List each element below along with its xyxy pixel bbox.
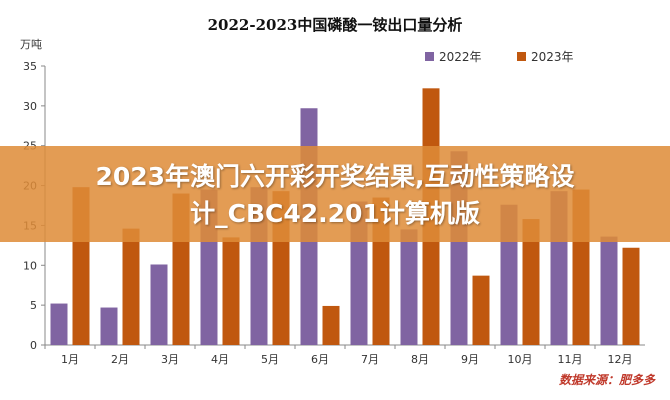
x-tick-label: 3月: [161, 353, 179, 366]
x-tick-label: 8月: [411, 353, 429, 366]
y-tick-label: 30: [23, 100, 37, 113]
bar-2022年-8月: [400, 229, 418, 345]
chart-title: 2022-2023中国磷酸一铵出口量分析: [208, 16, 463, 34]
legend-swatch: [425, 52, 434, 61]
x-tick-label: 9月: [461, 353, 479, 366]
x-tick-label: 1月: [61, 353, 79, 366]
y-tick-label: 5: [30, 299, 37, 312]
x-tick-label: 10月: [508, 353, 533, 366]
bar-2022年-3月: [150, 264, 168, 345]
bar-2023年-6月: [322, 305, 340, 345]
bar-2023年-9月: [472, 275, 490, 345]
x-tick-label: 6月: [311, 353, 329, 366]
legend: 2022年 2023年: [425, 50, 574, 64]
y-tick-label: 35: [23, 60, 37, 73]
bar-2023年-10月: [522, 219, 540, 345]
x-tick-label: 4月: [211, 353, 229, 366]
y-axis-unit: 万吨: [20, 38, 42, 51]
bar-2023年-12月: [622, 247, 640, 345]
legend-label: 2022年: [439, 50, 482, 64]
x-axis: 1月 2月 3月 4月 5月 6月 7月 8月 9月 10月 11月 12月: [44, 344, 645, 366]
y-tick-label: 0: [30, 339, 37, 352]
x-tick-label: 7月: [361, 353, 379, 366]
overlay-line-2: 计_CBC42.201计算机版: [190, 199, 480, 228]
x-tick-label: 2月: [111, 353, 129, 366]
overlay-text: 2023年澳门六开彩开奖结果,互动性策略设 计_CBC42.201计算机版: [0, 158, 670, 232]
bar-2023年-4月: [222, 237, 240, 345]
x-tick-label: 11月: [558, 353, 583, 366]
source-note: 数据来源：肥多多: [559, 373, 656, 387]
legend-swatch: [517, 52, 526, 61]
bar-2022年-12月: [600, 236, 618, 345]
overlay-banner: [0, 146, 670, 242]
overlay-line-1: 2023年澳门六开彩开奖结果,互动性策略设: [95, 162, 575, 191]
x-tick-label: 12月: [608, 353, 633, 366]
bar-2022年-1月: [50, 303, 68, 345]
y-tick-label: 10: [23, 259, 37, 272]
legend-label: 2023年: [531, 50, 574, 64]
x-tick-label: 5月: [261, 353, 279, 366]
bar-2022年-2月: [100, 307, 118, 345]
bar-2023年-2月: [122, 228, 140, 345]
